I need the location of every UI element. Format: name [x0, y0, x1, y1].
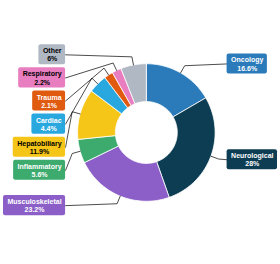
svg-text:Trauma2.1%: Trauma2.1% — [37, 94, 62, 109]
svg-text:Respiratory2.2%: Respiratory2.2% — [23, 70, 62, 85]
svg-text:Hepatobiliary11.9%: Hepatobiliary11.9% — [17, 140, 61, 155]
svg-text:Inflammatory5.6%: Inflammatory5.6% — [18, 163, 62, 178]
svg-text:Musculoskeletal23.2%: Musculoskeletal23.2% — [7, 198, 61, 213]
svg-text:Cardiac4.4%: Cardiac4.4% — [36, 117, 62, 132]
svg-text:Oncology16.6%: Oncology16.6% — [231, 56, 263, 71]
svg-text:Other6%: Other6% — [43, 47, 62, 62]
svg-text:Neurological28%: Neurological28% — [231, 152, 273, 167]
